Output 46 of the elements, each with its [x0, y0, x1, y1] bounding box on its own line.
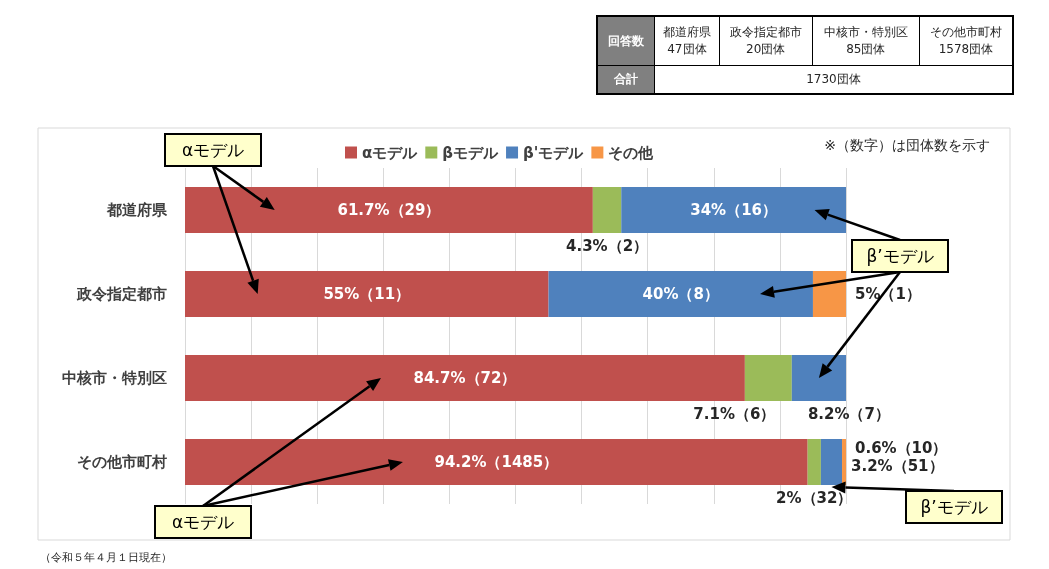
data-label: 4.3%（2）: [566, 236, 649, 255]
legend-label: αモデル: [362, 143, 419, 162]
bar: [807, 439, 821, 485]
data-label: 8.2%（7）: [807, 404, 890, 423]
data-label: 3.2%（51）: [851, 457, 944, 475]
text: 政令指定都市 20団体: [719, 16, 813, 66]
text: ※（数字）は団体数を示す: [824, 137, 990, 153]
y-tick-label: 政令指定都市: [76, 285, 167, 303]
text: 都道府県 47団体: [654, 16, 720, 66]
text: αモデル: [181, 140, 245, 160]
text: β’モデル: [866, 246, 934, 266]
text: （令和５年４月１日現在）: [40, 550, 172, 564]
y-tick-label: 中核市・特別区: [62, 369, 167, 387]
text: β’モデル: [920, 497, 988, 517]
data-label: 55%（11）: [323, 285, 411, 303]
y-tick-label: その他市町村: [77, 453, 167, 471]
data-label: 40%（8）: [642, 285, 719, 303]
bar: [791, 355, 846, 401]
text: αモデル: [171, 512, 235, 532]
legend-label: その他: [608, 143, 655, 162]
legend-label: β'モデル: [523, 143, 585, 162]
data-label: 5%（1）: [855, 285, 921, 303]
bar: [842, 439, 846, 485]
data-label: 7.1%（6）: [693, 404, 776, 423]
text: 回答数: [597, 16, 655, 66]
bar: [185, 187, 593, 233]
data-label: 94.2%（1485）: [434, 453, 559, 471]
bar: [744, 355, 792, 401]
y-tick-label: 都道府県: [106, 201, 168, 219]
data-label: 2%（32）: [776, 488, 853, 507]
legend-label: βモデル: [442, 143, 500, 162]
data-label: 61.7%（29）: [337, 201, 441, 219]
bar: [185, 355, 745, 401]
text: 1730団体: [654, 65, 1013, 94]
bar: [621, 187, 846, 233]
data-label: 34%（16）: [690, 201, 778, 219]
text: 中核市・特別区 85団体: [812, 16, 920, 66]
text: 合計: [597, 65, 655, 94]
bar: [185, 439, 808, 485]
data-label: 84.7%（72）: [413, 369, 517, 387]
bar: [185, 271, 549, 317]
text: その他市町村 1578団体: [919, 16, 1013, 66]
bar: [812, 271, 846, 317]
bar: [592, 187, 622, 233]
bar: [548, 271, 813, 317]
data-label: 0.6%（10）: [855, 439, 948, 457]
